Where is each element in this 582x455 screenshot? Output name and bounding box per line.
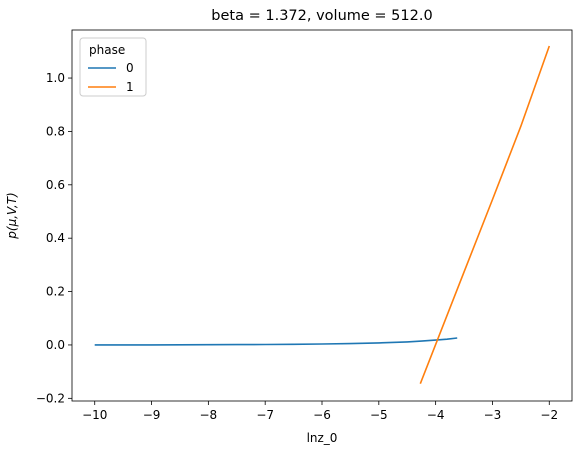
x-tick-label: −10 [82, 408, 107, 422]
x-tick-label: −5 [370, 408, 388, 422]
x-tick-label: −3 [484, 408, 502, 422]
x-tick-label: −8 [200, 408, 218, 422]
y-tick-label: 0.0 [46, 338, 65, 352]
x-tick-label: −2 [540, 408, 558, 422]
x-tick-label: −9 [143, 408, 161, 422]
y-tick-label: 0.6 [46, 178, 65, 192]
y-axis-title: p(μ,V,T) [5, 192, 19, 239]
legend-box [79, 37, 147, 97]
x-tick-label: −6 [313, 408, 331, 422]
series-line-0 [94, 337, 458, 346]
legend-label-0: 0 [126, 61, 134, 75]
y-tick-label: 0.8 [46, 124, 65, 138]
y-axis: −0.2 0.0 0.2 0.4 0.6 0.8 1.0 [36, 71, 72, 405]
x-tick-label: −7 [256, 408, 274, 422]
legend-items: 01 [88, 61, 134, 94]
y-tick-label: 0.4 [46, 231, 65, 245]
legend-title: phase [89, 43, 125, 57]
legend-label-1: 1 [126, 80, 134, 94]
x-axis: −10 −9 −8 −7 −6 −5 −4 −3 −2 [82, 401, 558, 422]
legend: phase 01 [79, 37, 147, 97]
series-layer [94, 45, 551, 384]
x-axis-title: lnz_0 [307, 431, 338, 445]
x-tick-label: −4 [427, 408, 445, 422]
y-tick-label: −0.2 [36, 391, 65, 405]
series-line-1 [419, 45, 551, 384]
y-tick-label: 1.0 [46, 71, 65, 85]
chart-title: beta = 1.372, volume = 512.0 [211, 8, 432, 24]
y-tick-label: 0.2 [46, 285, 65, 299]
